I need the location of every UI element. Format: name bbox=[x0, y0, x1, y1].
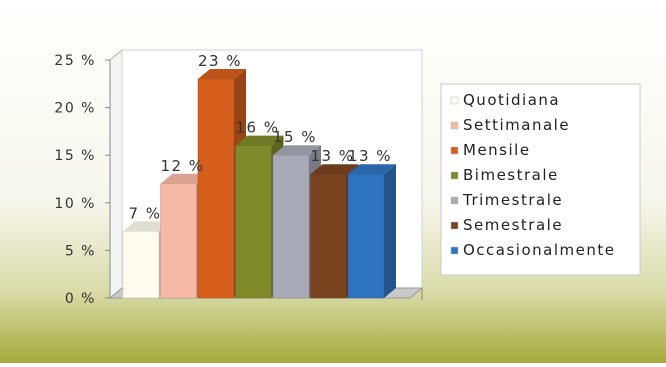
y-tick-label: 10 % bbox=[54, 196, 96, 212]
legend-label: Quotidiana bbox=[463, 91, 560, 109]
legend-swatch bbox=[450, 96, 459, 105]
bar-front bbox=[347, 173, 385, 299]
bars-layer bbox=[122, 69, 396, 299]
legend-label: Occasionalmente bbox=[463, 241, 615, 259]
y-tick-label: 15 % bbox=[54, 148, 96, 164]
legend-label: Settimanale bbox=[463, 116, 570, 134]
y-tick-label: 0 % bbox=[65, 291, 96, 307]
legend-swatch bbox=[450, 146, 459, 155]
bar-front bbox=[235, 145, 272, 299]
bar-top bbox=[310, 164, 359, 175]
data-labels-layer: 7 %12 %23 %16 %15 %13 %13 % bbox=[128, 52, 392, 222]
data-label: 16 % bbox=[235, 119, 279, 137]
legend-label: Trimestrale bbox=[462, 191, 563, 209]
bar-occasionalmente bbox=[347, 164, 396, 299]
legend-swatch bbox=[450, 121, 459, 130]
bar-top bbox=[123, 221, 171, 232]
bar-side bbox=[384, 164, 396, 298]
data-label: 13 % bbox=[310, 147, 354, 165]
bar-top bbox=[273, 145, 321, 156]
legend-box bbox=[440, 83, 641, 276]
y-tick-label: 20 % bbox=[54, 101, 96, 117]
bar-top bbox=[160, 173, 209, 184]
data-label: 23 % bbox=[198, 52, 242, 70]
data-label: 13 % bbox=[348, 147, 392, 165]
legend: Quotidiana Settimanale Mensile Bimestrale Tr… bbox=[450, 91, 615, 259]
legend-label: Semestrale bbox=[463, 216, 563, 234]
data-label: 15 % bbox=[273, 128, 317, 146]
y-tick-label: 25 % bbox=[54, 53, 96, 69]
data-label: 12 % bbox=[160, 157, 204, 175]
side-wall bbox=[109, 48, 123, 300]
legend-swatch bbox=[450, 221, 459, 230]
legend-label: Bimestrale bbox=[463, 166, 559, 184]
bar-front bbox=[122, 231, 160, 299]
bar-top bbox=[348, 164, 396, 175]
legend-label: Mensile bbox=[463, 141, 531, 159]
legend-swatch bbox=[450, 171, 459, 180]
bar-front bbox=[310, 173, 347, 299]
bar-front bbox=[160, 183, 197, 299]
bar-front bbox=[272, 154, 310, 299]
bar-front bbox=[197, 78, 235, 299]
bar-top bbox=[235, 135, 284, 146]
legend-swatch bbox=[450, 246, 459, 255]
bar-top bbox=[198, 69, 246, 80]
legend-swatch bbox=[450, 196, 459, 205]
y-tick-label: 5 % bbox=[65, 243, 96, 259]
data-label: 7 % bbox=[128, 204, 161, 222]
